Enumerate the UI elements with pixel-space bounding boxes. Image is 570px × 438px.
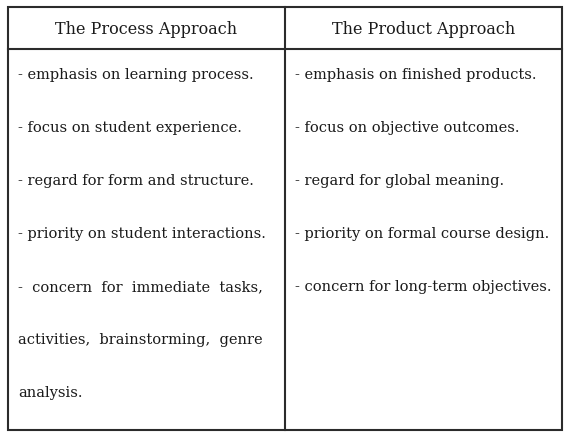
Text: - regard for form and structure.: - regard for form and structure. — [18, 173, 254, 187]
Text: - emphasis on learning process.: - emphasis on learning process. — [18, 68, 254, 82]
Text: - focus on objective outcomes.: - focus on objective outcomes. — [295, 121, 519, 135]
Text: The Process Approach: The Process Approach — [55, 21, 238, 37]
Text: analysis.: analysis. — [18, 385, 83, 399]
Text: - emphasis on finished products.: - emphasis on finished products. — [295, 68, 536, 82]
Text: - priority on formal course design.: - priority on formal course design. — [295, 226, 549, 240]
Text: activities,  brainstorming,  genre: activities, brainstorming, genre — [18, 332, 263, 346]
Text: - focus on student experience.: - focus on student experience. — [18, 121, 242, 135]
Text: - concern for long-term objectives.: - concern for long-term objectives. — [295, 279, 552, 293]
Text: - regard for global meaning.: - regard for global meaning. — [295, 173, 504, 187]
Text: The Product Approach: The Product Approach — [332, 21, 515, 37]
Text: -  concern  for  immediate  tasks,: - concern for immediate tasks, — [18, 279, 263, 293]
Text: - priority on student interactions.: - priority on student interactions. — [18, 226, 266, 240]
